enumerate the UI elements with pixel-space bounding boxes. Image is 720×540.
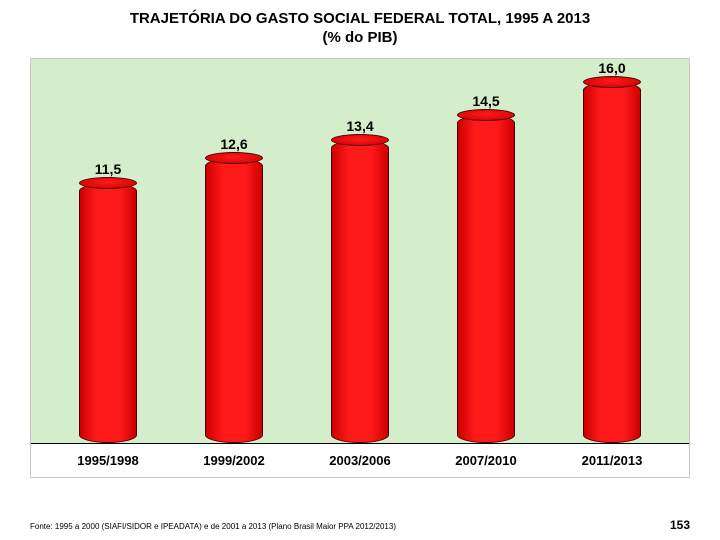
bar-slot: 13,4 <box>297 59 423 443</box>
x-category-label: 1999/2002 <box>171 453 297 468</box>
x-category-label: 2007/2010 <box>423 453 549 468</box>
bar-slot: 14,5 <box>423 59 549 443</box>
bar-slot: 11,5 <box>45 59 171 443</box>
title-line-1: TRAJETÓRIA DO GASTO SOCIAL FEDERAL TOTAL… <box>60 10 660 29</box>
bar-face <box>457 115 515 443</box>
bar-value-label: 12,6 <box>220 136 247 152</box>
bar-face <box>79 183 137 443</box>
bars-group: 11,5 12,6 13,4 14,5 16,0 <box>31 59 689 443</box>
bar-face <box>205 158 263 443</box>
x-category-label: 2011/2013 <box>549 453 675 468</box>
bar-value-label: 13,4 <box>346 118 373 134</box>
bar-face <box>583 82 641 443</box>
bar-value-label: 11,5 <box>95 161 121 177</box>
slide: TRAJETÓRIA DO GASTO SOCIAL FEDERAL TOTAL… <box>0 0 720 540</box>
bar-value-label: 14,5 <box>472 93 499 109</box>
bar <box>205 158 263 443</box>
plot-area: 11,5 12,6 13,4 14,5 16,0 <box>31 59 689 443</box>
bar <box>331 140 389 443</box>
bar-slot: 16,0 <box>549 59 675 443</box>
x-category-label: 1995/1998 <box>45 453 171 468</box>
bar-slot: 12,6 <box>171 59 297 443</box>
source-note: Fonte: 1995 a 2000 (SIAFI/SIDOR e IPEADA… <box>30 522 396 532</box>
bar <box>457 115 515 443</box>
bar-value-label: 16,0 <box>598 60 625 76</box>
page-number: 153 <box>670 518 690 532</box>
title-line-2: (% do PIB) <box>60 29 660 48</box>
chart-container: 11,512,613,414,516,0 1995/19981999/20022… <box>30 58 690 478</box>
footer: Fonte: 1995 a 2000 (SIAFI/SIDOR e IPEADA… <box>30 518 690 532</box>
bar-cap <box>583 76 641 88</box>
x-category-label: 2003/2006 <box>297 453 423 468</box>
bar <box>79 183 137 443</box>
chart-title: TRAJETÓRIA DO GASTO SOCIAL FEDERAL TOTAL… <box>0 0 720 52</box>
bar <box>583 82 641 443</box>
x-axis: 1995/19981999/20022003/20062007/20102011… <box>31 443 689 477</box>
bar-face <box>331 140 389 443</box>
